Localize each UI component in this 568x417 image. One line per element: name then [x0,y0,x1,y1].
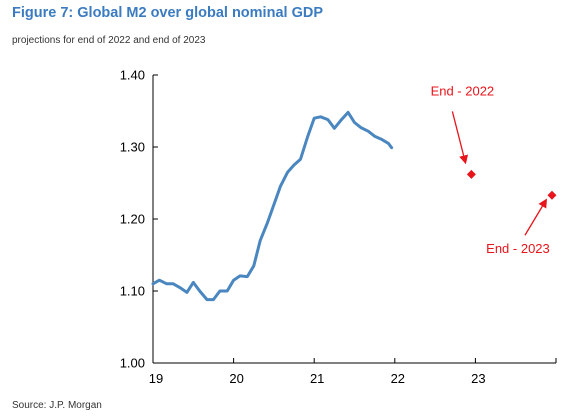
series-layer [151,110,394,302]
x-tick-label: 21 [310,371,324,386]
projection-arrow [451,111,469,165]
chart-subtitle: projections for end of 2022 and end of 2… [12,35,206,46]
projection-marker [466,169,476,179]
x-tick-label: 22 [391,371,405,386]
projection-label: End - 2023 [486,241,550,256]
chart-title: Figure 7: Global M2 over global nominal … [12,5,323,21]
y-tick-label: 1.30 [120,140,145,155]
axes: 1.00 1.10 1.20 1.30 1.40 19 20 21 22 23 [120,68,557,386]
y-tick-label: 1.20 [120,212,145,227]
projection-label: End - 2022 [431,83,495,98]
projection-arrow [524,198,547,236]
projection-marker [547,190,557,200]
x-tick-label: 19 [149,371,163,386]
series-line [151,110,394,302]
y-tick-label: 1.00 [120,356,145,371]
x-tick-label: 23 [471,371,485,386]
chart-source: Source: J.P. Morgan [12,400,102,411]
y-tick-label: 1.10 [120,284,145,299]
y-tick-label: 1.40 [120,68,145,83]
projection-layer: End - 2022 End - 2023 [431,83,557,256]
x-tick-label: 20 [229,371,243,386]
